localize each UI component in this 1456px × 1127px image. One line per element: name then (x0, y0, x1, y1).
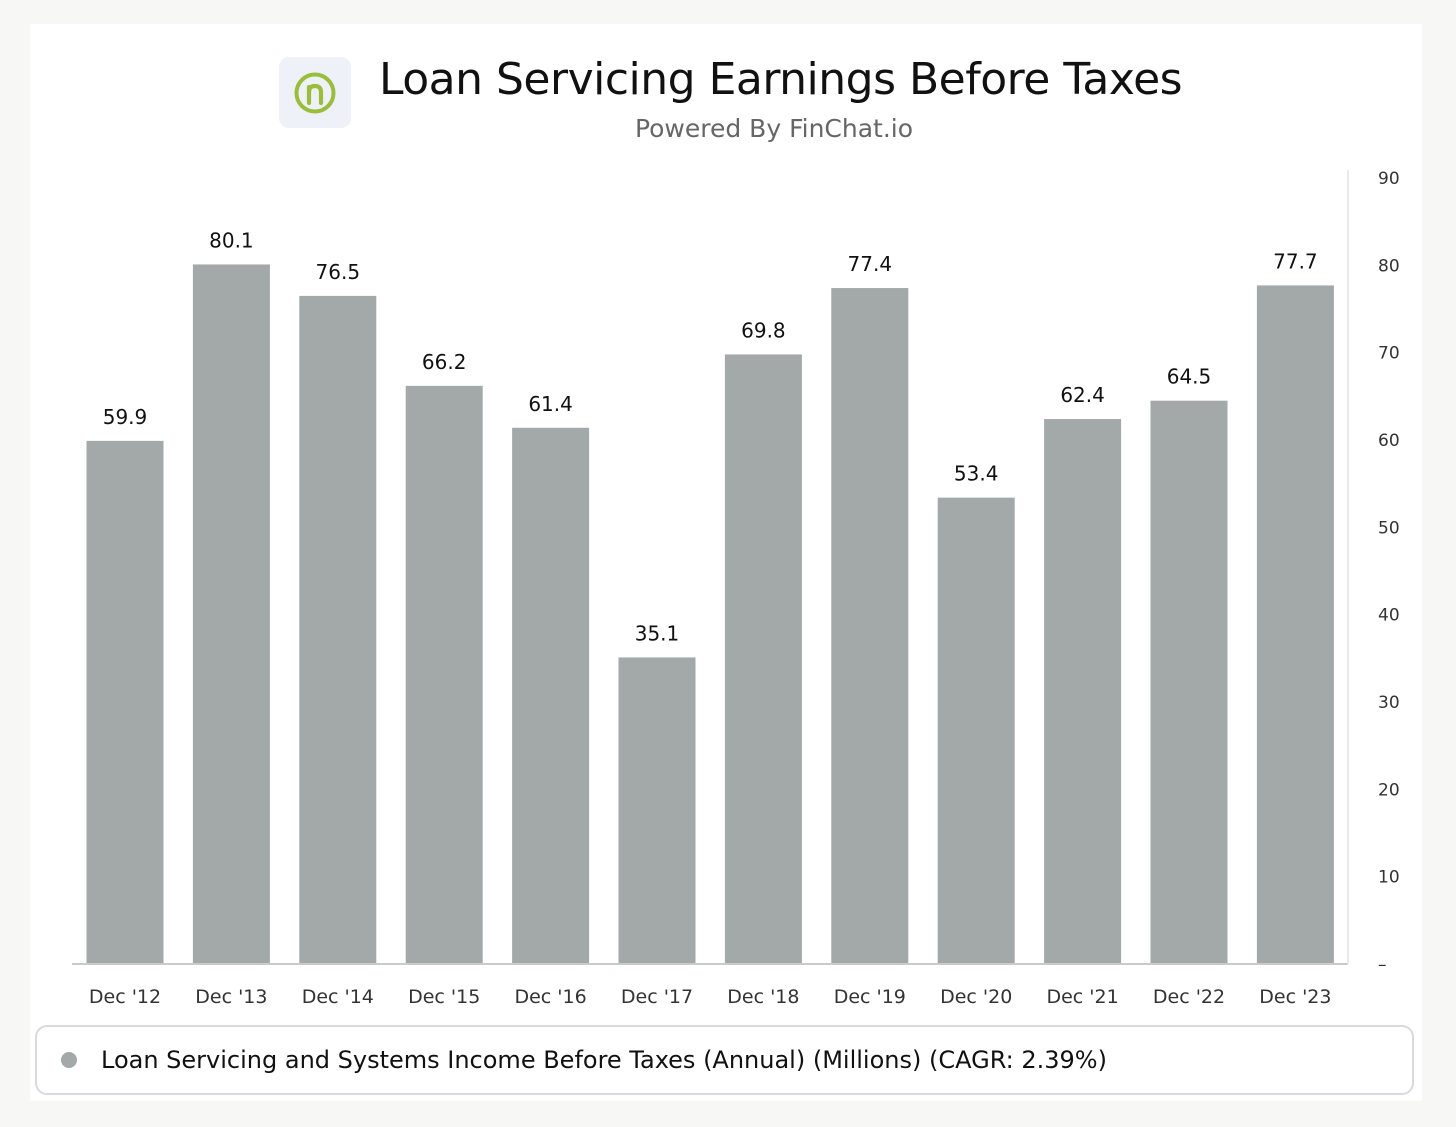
legend-label: Loan Servicing and Systems Income Before… (101, 1046, 1107, 1074)
x-tick-label: Dec '18 (727, 986, 799, 1008)
finchat-logo (279, 57, 351, 128)
y-tick-label: 30 (1378, 693, 1400, 713)
y-tick-label: 10 (1378, 868, 1400, 888)
bar-value-label: 62.4 (1060, 383, 1105, 407)
bar-value-label: 35.1 (635, 621, 680, 645)
y-tick-labels-group: – 10 20 30 40 50 60 70 80 90 (1378, 169, 1400, 975)
x-tick-label: Dec '13 (195, 986, 267, 1008)
bar-value-label: 61.4 (528, 392, 573, 416)
y-tick-label: 20 (1378, 780, 1400, 800)
y-tick-label: 60 (1378, 431, 1400, 451)
bar-value-label: 80.1 (209, 228, 254, 252)
n-logo-icon (294, 72, 336, 114)
bar-value-label: 53.4 (954, 462, 999, 486)
chart-subtitle: Powered By FinChat.io (634, 114, 914, 143)
bar (724, 354, 802, 964)
bar-value-label: 59.9 (103, 405, 148, 429)
x-tick-label: Dec '12 (89, 986, 161, 1008)
x-tick-label: Dec '23 (1259, 986, 1331, 1008)
bar-value-label: 66.2 (422, 350, 467, 374)
bar (1044, 419, 1122, 964)
x-tick-label: Dec '22 (1153, 986, 1225, 1008)
bar-value-label: 77.4 (848, 252, 893, 276)
bar (405, 385, 483, 964)
x-tick-label: Dec '17 (621, 986, 693, 1008)
y-tick-label: 70 (1378, 344, 1400, 364)
x-tick-label: Dec '16 (514, 986, 586, 1008)
x-tick-label: Dec '21 (1046, 986, 1118, 1008)
x-tick-labels-group: Dec '12 Dec '13 Dec '14 Dec '15 Dec '16 Dec '… (89, 986, 1332, 1008)
x-tick-label: Dec '20 (940, 986, 1012, 1008)
bars-group (86, 264, 1334, 965)
bar-labels-group: 59.9 80.1 76.5 66.2 61.4 35.1 69.8 77.4 53.4 62.4… (103, 228, 1318, 645)
bar (512, 427, 590, 965)
bar (831, 288, 909, 964)
bar (192, 264, 270, 965)
bar (86, 440, 164, 965)
bar (618, 657, 696, 964)
y-tick-label: 80 (1378, 256, 1400, 276)
x-tick-label: Dec '19 (834, 986, 906, 1008)
y-tick-label: 50 (1378, 518, 1400, 538)
y-tick-label: 40 (1378, 606, 1400, 626)
bar (1256, 285, 1334, 964)
bar (937, 497, 1015, 964)
bar-value-label: 64.5 (1167, 365, 1212, 389)
y-tick-label: – (1378, 955, 1387, 975)
legend: Loan Servicing and Systems Income Before… (35, 1025, 1414, 1095)
chart-title: Loan Servicing Earnings Before Taxes (379, 54, 1183, 105)
bar (1150, 400, 1228, 964)
bar-value-label: 69.8 (741, 318, 786, 342)
legend-marker (61, 1052, 77, 1068)
y-tick-label: 90 (1378, 169, 1400, 189)
bar (299, 295, 377, 964)
x-tick-label: Dec '14 (302, 986, 374, 1008)
bar-value-label: 77.7 (1273, 249, 1318, 273)
x-tick-label: Dec '15 (408, 986, 480, 1008)
bar-value-label: 76.5 (316, 260, 361, 284)
